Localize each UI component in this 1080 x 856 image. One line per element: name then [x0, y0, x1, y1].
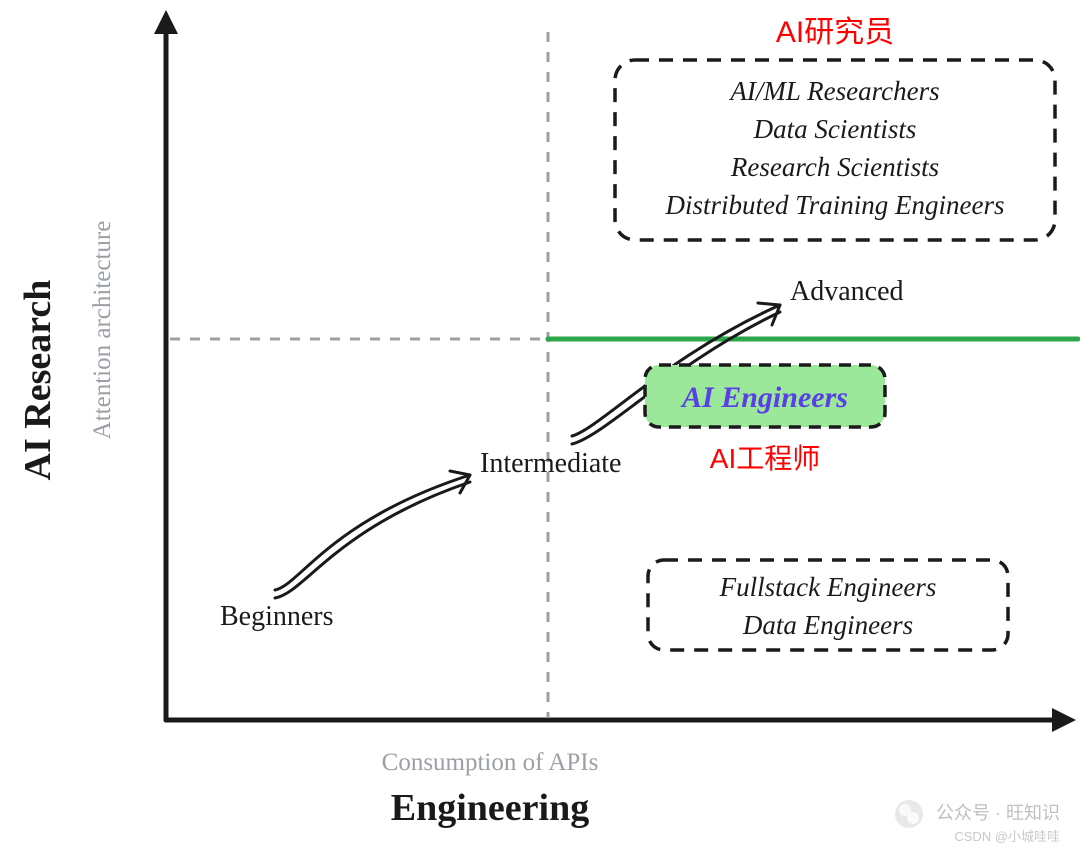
arrow-beginners-to-intermediate: [275, 471, 470, 598]
x-axis-arrowhead-icon: [1052, 708, 1076, 732]
researchers-title-cn: AI研究员: [776, 16, 894, 49]
quadrant-diagram: text { font-family: "Comic Sans MS", "Se…: [0, 0, 1080, 856]
beginners-label: Beginners: [220, 601, 334, 632]
watermark: 公众号 · 旺知识 CSDN @小城哇哇: [895, 800, 1060, 846]
researchers-line-3: Distributed Training Engineers: [664, 190, 1004, 220]
researchers-line-0: AI/ML Researchers: [728, 76, 939, 106]
watermark-line-1: 公众号 · 旺知识: [936, 803, 1060, 823]
y-axis-arrowhead-icon: [154, 10, 178, 34]
watermark-line-2: CSDN @小城哇哇: [895, 828, 1060, 846]
engineers-line-0: Fullstack Engineers: [719, 572, 937, 602]
x-axis-label-big: Engineering: [391, 787, 589, 829]
intermediate-label: Intermediate: [480, 448, 621, 479]
researchers-line-1: Data Scientists: [753, 114, 917, 144]
x-axis-label-small: Consumption of APIs: [382, 749, 599, 776]
y-axis-label-small: Attention architecture: [89, 221, 116, 440]
y-axis-label-big: AI Research: [17, 280, 59, 481]
ai-engineers-subtitle-cn: AI工程师: [710, 443, 820, 474]
wechat-icon: [895, 800, 923, 828]
engineers-line-1: Data Engineers: [742, 610, 913, 640]
researchers-line-2: Research Scientists: [730, 152, 939, 182]
ai-engineers-label: AI Engineers: [680, 381, 848, 414]
advanced-label: Advanced: [790, 276, 904, 307]
